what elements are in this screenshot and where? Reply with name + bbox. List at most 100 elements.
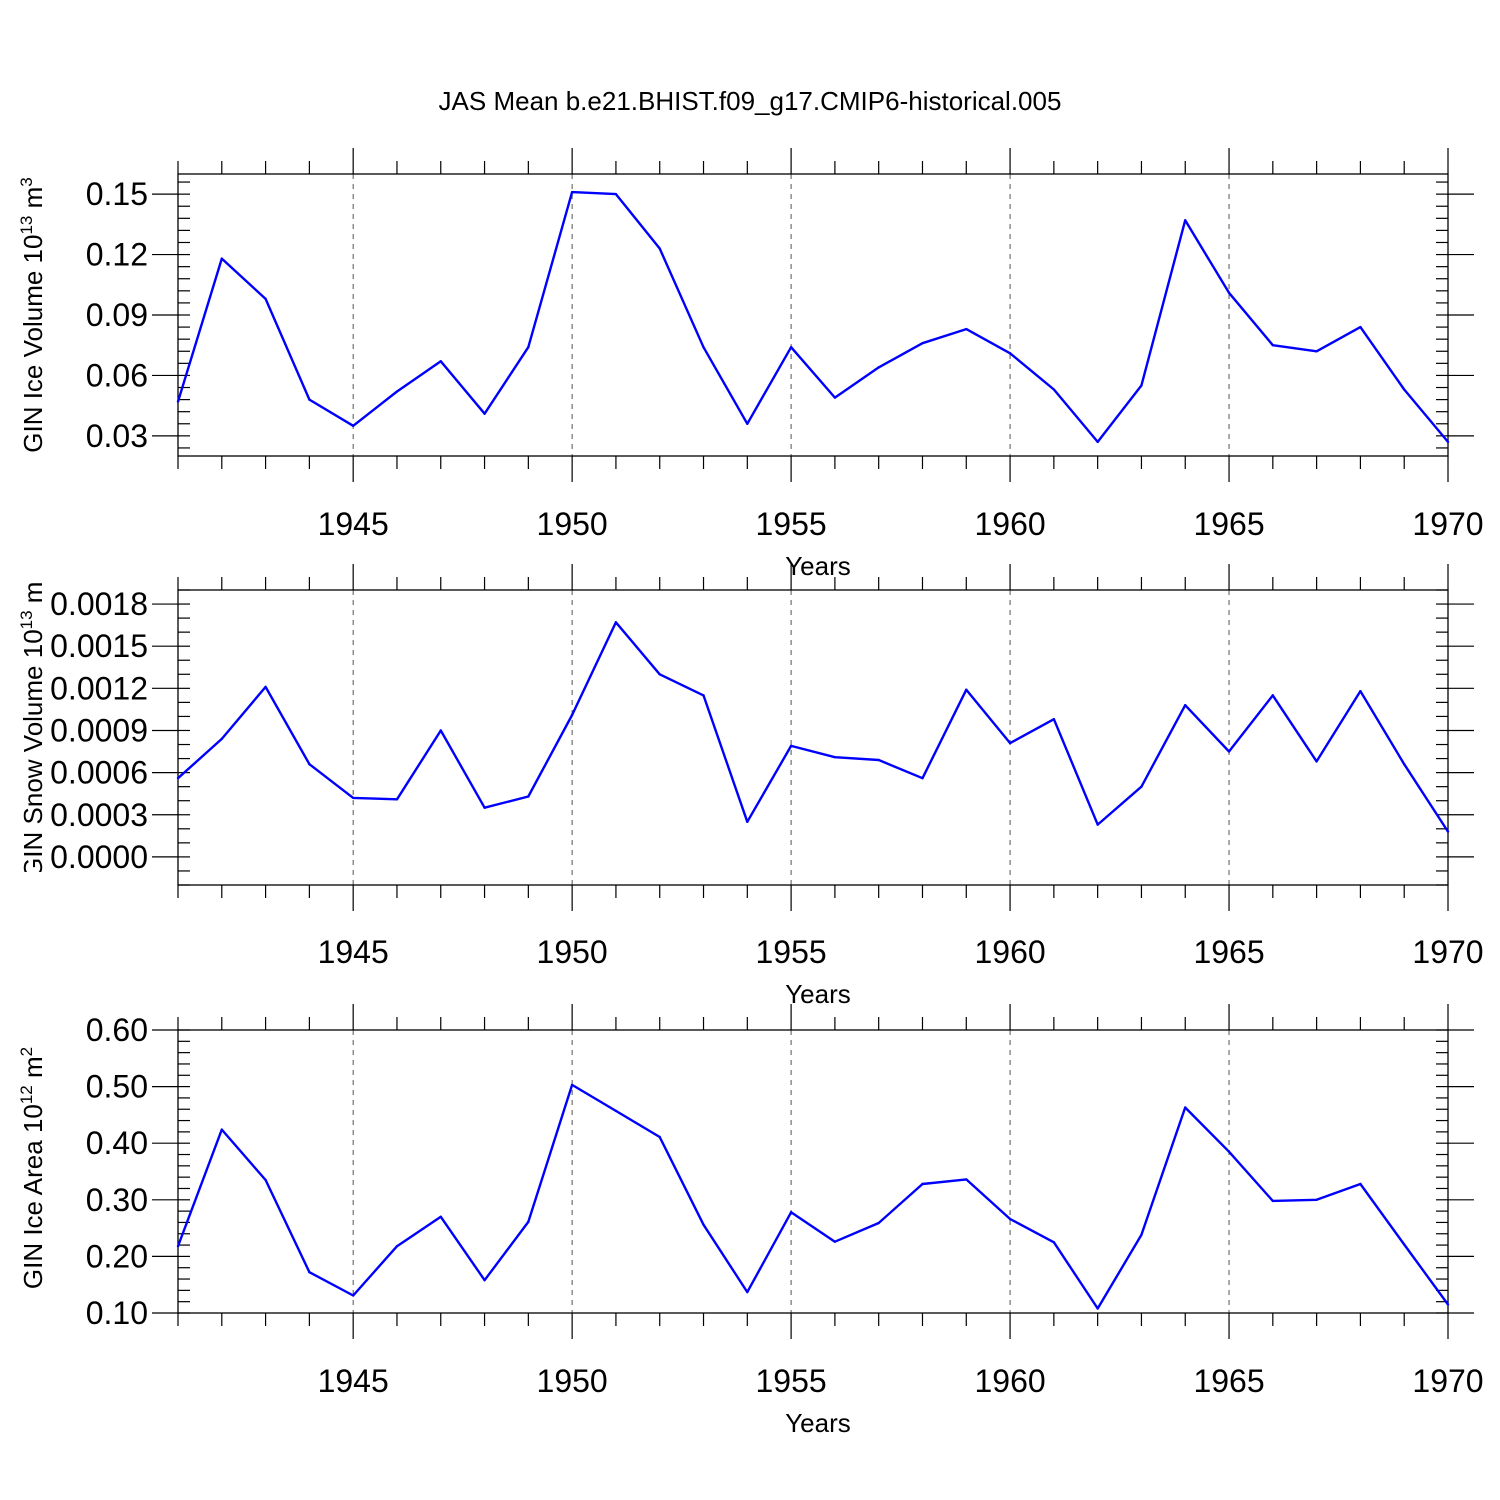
ice-area-ytick-label: 0.40 — [86, 1125, 148, 1161]
ice-area-ytick-label: 0.60 — [86, 1012, 148, 1048]
snow-volume-point-1947 — [439, 729, 442, 732]
ice-volume-ytick-label: 0.06 — [86, 357, 148, 393]
snow-volume-y-axis-title: GIN Snow Volume 1013 m3 — [17, 572, 48, 878]
snow-volume-point-1964 — [1184, 703, 1187, 707]
snow-volume-x-axis-title: Years — [785, 979, 851, 1009]
ice-area-xtick-label: 1955 — [756, 1363, 827, 1399]
ice-volume-y-axis-title: GIN Ice Volume 1013 m3 — [17, 177, 48, 453]
snow-volume-point-1958 — [921, 777, 924, 780]
ice-area-point-1952 — [658, 1135, 661, 1139]
panel-ice-area: 0.10 0.20 0.30 0.40 0.50 0.60 1945 1950 1955 1960… — [17, 1004, 1484, 1438]
ice-volume-point-1956 — [833, 396, 837, 399]
ice-volume-point-1953 — [702, 346, 705, 349]
snow-volume-point-1956 — [833, 755, 837, 759]
ice-volume-point-1942 — [220, 257, 223, 260]
snow-volume-xtick-label: 1970 — [1412, 934, 1483, 970]
ice-volume-xtick-label: 1945 — [318, 506, 389, 542]
ice-volume-point-1946 — [395, 390, 399, 393]
ice-area-ytick-label: 0.50 — [86, 1069, 148, 1105]
snow-volume-y-axis-title-clip: GIN Snow Volume 1013 m3 — [17, 572, 48, 878]
ice-volume-point-1950 — [570, 190, 574, 194]
snow-volume-ytick-label: 0.0003 — [50, 797, 148, 833]
snow-volume-point-1944 — [308, 762, 311, 766]
ice-volume-ytick-label: 0.12 — [86, 237, 148, 273]
ice-area-point-1958 — [921, 1182, 924, 1186]
snow-volume-point-1945 — [351, 796, 355, 800]
snow-volume-point-1959 — [965, 688, 968, 691]
ice-area-xtick-label: 1945 — [318, 1363, 389, 1399]
ice-area-point-1947 — [439, 1215, 442, 1218]
snow-volume-ytick-label: 0.0012 — [50, 670, 148, 706]
snow-volume-point-1967 — [1315, 760, 1318, 763]
ice-area-point-1945 — [351, 1294, 355, 1297]
ice-area-x-axis-title: Years — [785, 1408, 851, 1438]
ice-volume-x-axis-title: Years — [785, 551, 851, 581]
ice-area-point-1950 — [570, 1083, 574, 1087]
ice-area-point-1954 — [746, 1290, 749, 1294]
snow-volume-ytick-label: 0.0006 — [50, 755, 148, 791]
ice-volume-point-1967 — [1315, 350, 1318, 353]
ice-volume-point-1966 — [1271, 344, 1275, 347]
ice-volume-point-1964 — [1184, 219, 1187, 222]
snow-volume-point-1948 — [483, 806, 486, 809]
snow-volume-point-1957 — [877, 758, 880, 762]
ice-volume-point-1948 — [483, 412, 486, 415]
ice-volume-point-1963 — [1140, 384, 1143, 387]
ice-volume-point-1959 — [965, 327, 968, 331]
ice-volume-point-1954 — [746, 422, 749, 425]
snow-volume-point-1966 — [1271, 694, 1275, 697]
ice-area-point-1953 — [702, 1223, 705, 1226]
ice-area-ytick-label: 0.20 — [86, 1238, 148, 1274]
ice-volume-point-1961 — [1052, 388, 1056, 391]
ice-volume-point-1958 — [921, 342, 924, 345]
ice-area-point-1946 — [395, 1245, 399, 1248]
snow-volume-ytick-label: 0.0000 — [50, 839, 148, 875]
ice-volume-y-axis-title-clip: GIN Ice Volume 1013 m3 — [17, 177, 48, 453]
ice-area-point-1970 — [1446, 1303, 1450, 1306]
snow-volume-point-1952 — [658, 673, 661, 676]
snow-volume-point-1969 — [1403, 762, 1406, 766]
ice-area-point-1964 — [1184, 1106, 1187, 1109]
ice-area-xtick-label: 1960 — [974, 1363, 1045, 1399]
snow-volume-point-1950 — [570, 713, 574, 717]
snow-volume-point-1960 — [1008, 741, 1012, 745]
ice-volume-point-1968 — [1359, 325, 1362, 329]
snow-volume-point-1970 — [1446, 830, 1450, 833]
ice-volume-plot-frame — [177, 173, 1449, 457]
ice-volume-series-line — [176, 190, 1449, 444]
snow-volume-plot-frame — [177, 589, 1449, 886]
ice-area-point-1966 — [1271, 1199, 1275, 1203]
ice-area-point-1943 — [264, 1178, 267, 1182]
snow-volume-xtick-label: 1950 — [537, 934, 608, 970]
ice-area-xtick-label: 1950 — [537, 1363, 608, 1399]
panel-snow-volume: 0.0000 0.0003 0.0006 0.0009 0.0012 0.0015 0.00… — [17, 564, 1484, 1009]
snow-volume-point-1951 — [614, 621, 618, 624]
ice-volume-point-1955 — [789, 346, 793, 349]
ice-volume-point-1947 — [439, 360, 442, 363]
ice-area-plot-frame — [177, 1029, 1449, 1314]
ice-volume-xtick-label: 1950 — [537, 506, 608, 542]
figure-title: JAS Mean b.e21.BHIST.f09_g17.CMIP6-histo… — [439, 86, 1062, 116]
ice-volume-xtick-label: 1960 — [974, 506, 1045, 542]
ice-area-series-line — [176, 1083, 1449, 1310]
snow-volume-point-1963 — [1140, 785, 1143, 788]
ice-area-point-1960 — [1008, 1217, 1012, 1221]
ice-volume-ytick-label: 0.09 — [86, 297, 148, 333]
ice-volume-point-1969 — [1403, 388, 1406, 391]
snow-volume-ytick-label: 0.0009 — [50, 712, 148, 748]
ice-volume-point-1952 — [658, 247, 661, 250]
ice-area-point-1961 — [1052, 1241, 1056, 1244]
ice-area-xtick-label: 1970 — [1412, 1363, 1483, 1399]
ice-volume-point-1957 — [877, 366, 880, 369]
ice-area-point-1968 — [1359, 1182, 1362, 1186]
ice-area-point-1944 — [308, 1271, 311, 1274]
ice-volume-point-1960 — [1008, 352, 1012, 355]
ice-area-y-axis-title-clip: GIN Ice Area 1012 m2 — [17, 1047, 48, 1289]
snow-volume-point-1968 — [1359, 689, 1362, 693]
ice-area-point-1969 — [1403, 1243, 1406, 1246]
snow-volume-ytick-label: 0.0015 — [50, 628, 148, 664]
snow-volume-point-1955 — [789, 744, 793, 748]
ice-area-point-1967 — [1315, 1198, 1318, 1202]
snow-volume-point-1949 — [527, 795, 530, 798]
ice-area-xtick-label: 1965 — [1193, 1363, 1264, 1399]
